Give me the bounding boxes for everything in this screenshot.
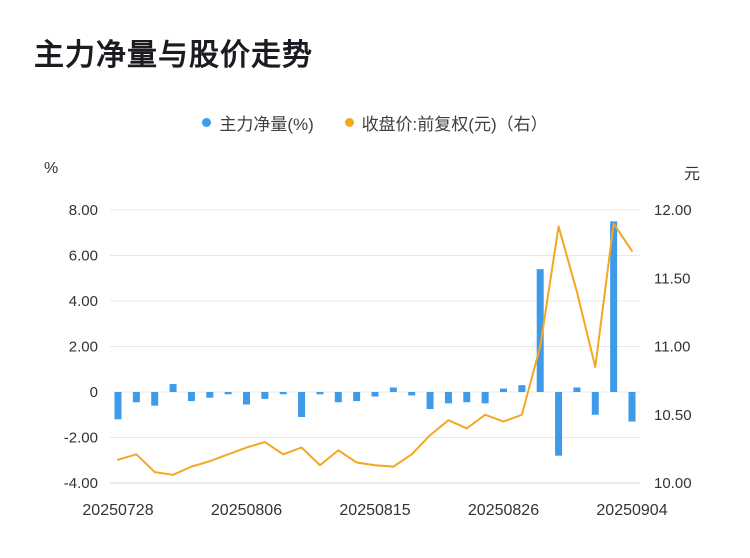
net-volume-bar (463, 392, 471, 403)
y-axis-label-left: 6.00 (69, 248, 98, 265)
price-line (117, 222, 633, 476)
x-axis-label: 20250904 (596, 502, 667, 519)
x-axis-label: 20250728 (82, 502, 153, 519)
net-volume-bar (536, 269, 544, 392)
net-volume-bar (444, 392, 452, 404)
net-volume-bar (243, 392, 250, 405)
net-volume-bar (151, 392, 159, 406)
net-volume-bar (279, 392, 287, 395)
page-title: 主力净量与股价走势 (34, 39, 313, 72)
x-axis-label: 20250806 (211, 502, 282, 519)
y-axis-label-right: 11.00 (654, 339, 690, 356)
net-volume-bar (316, 392, 324, 395)
legend-item-main-net-volume[interactable]: 主力净量(%) (202, 110, 314, 135)
net-volume-bar (169, 384, 177, 392)
y-axis-label-right: 12.00 (654, 202, 692, 219)
chart-legend: 主力净量(%) 收盘价:前复权(元)（右） (0, 110, 750, 135)
net-volume-bar (298, 392, 306, 418)
y-axis-label-left: 8.00 (69, 202, 98, 219)
legend-label: 主力净量(%) (219, 115, 314, 134)
legend-label: 收盘价:前复权(元)（右） (361, 115, 548, 134)
net-volume-bar (389, 387, 397, 392)
net-volume-bar (610, 221, 618, 392)
net-volume-bar (481, 392, 489, 404)
right-axis-unit: 元 (683, 166, 700, 183)
net-volume-bar (426, 392, 434, 410)
left-axis-unit: % (44, 160, 59, 177)
net-volume-bar (353, 392, 361, 402)
y-axis-label-left: 2.00 (69, 339, 98, 356)
net-volume-bar (408, 392, 416, 396)
net-volume-bar (334, 392, 342, 403)
net-volume-bar (591, 392, 599, 415)
net-volume-bar (187, 392, 195, 402)
y-axis-label-left: -2.00 (64, 430, 98, 447)
y-axis-label-right: 10.50 (654, 407, 692, 424)
net-volume-bar (628, 392, 636, 422)
y-axis-label-left: 4.00 (69, 293, 98, 310)
legend-item-close-price[interactable]: 收盘价:前复权(元)（右） (344, 110, 548, 135)
net-volume-bar (114, 392, 122, 420)
net-volume-bar (555, 392, 563, 456)
x-axis-label: 20250815 (339, 502, 410, 519)
trend-chart: 8.00 6.00 4.00 2.00 0 -2.00 -4.00 12.00 11.50 11.… (64, 202, 692, 519)
net-volume-bar (261, 392, 269, 399)
y-axis-label-left: 0 (90, 384, 98, 401)
y-axis-label-right: 10.00 (654, 475, 692, 492)
legend-dot-icon (344, 118, 354, 127)
y-axis-label-left: -4.00 (64, 475, 98, 492)
net-volume-bar (371, 392, 379, 397)
net-volume-bar (224, 392, 232, 395)
net-volume-bar (206, 392, 214, 398)
x-axis-label: 20250826 (468, 502, 539, 519)
net-volume-bar (132, 392, 140, 403)
net-volume-bar (573, 387, 581, 392)
legend-dot-icon (202, 118, 212, 127)
y-axis-label-right: 11.50 (654, 270, 690, 287)
net-volume-bar (518, 385, 526, 392)
net-volume-bar (500, 388, 507, 392)
